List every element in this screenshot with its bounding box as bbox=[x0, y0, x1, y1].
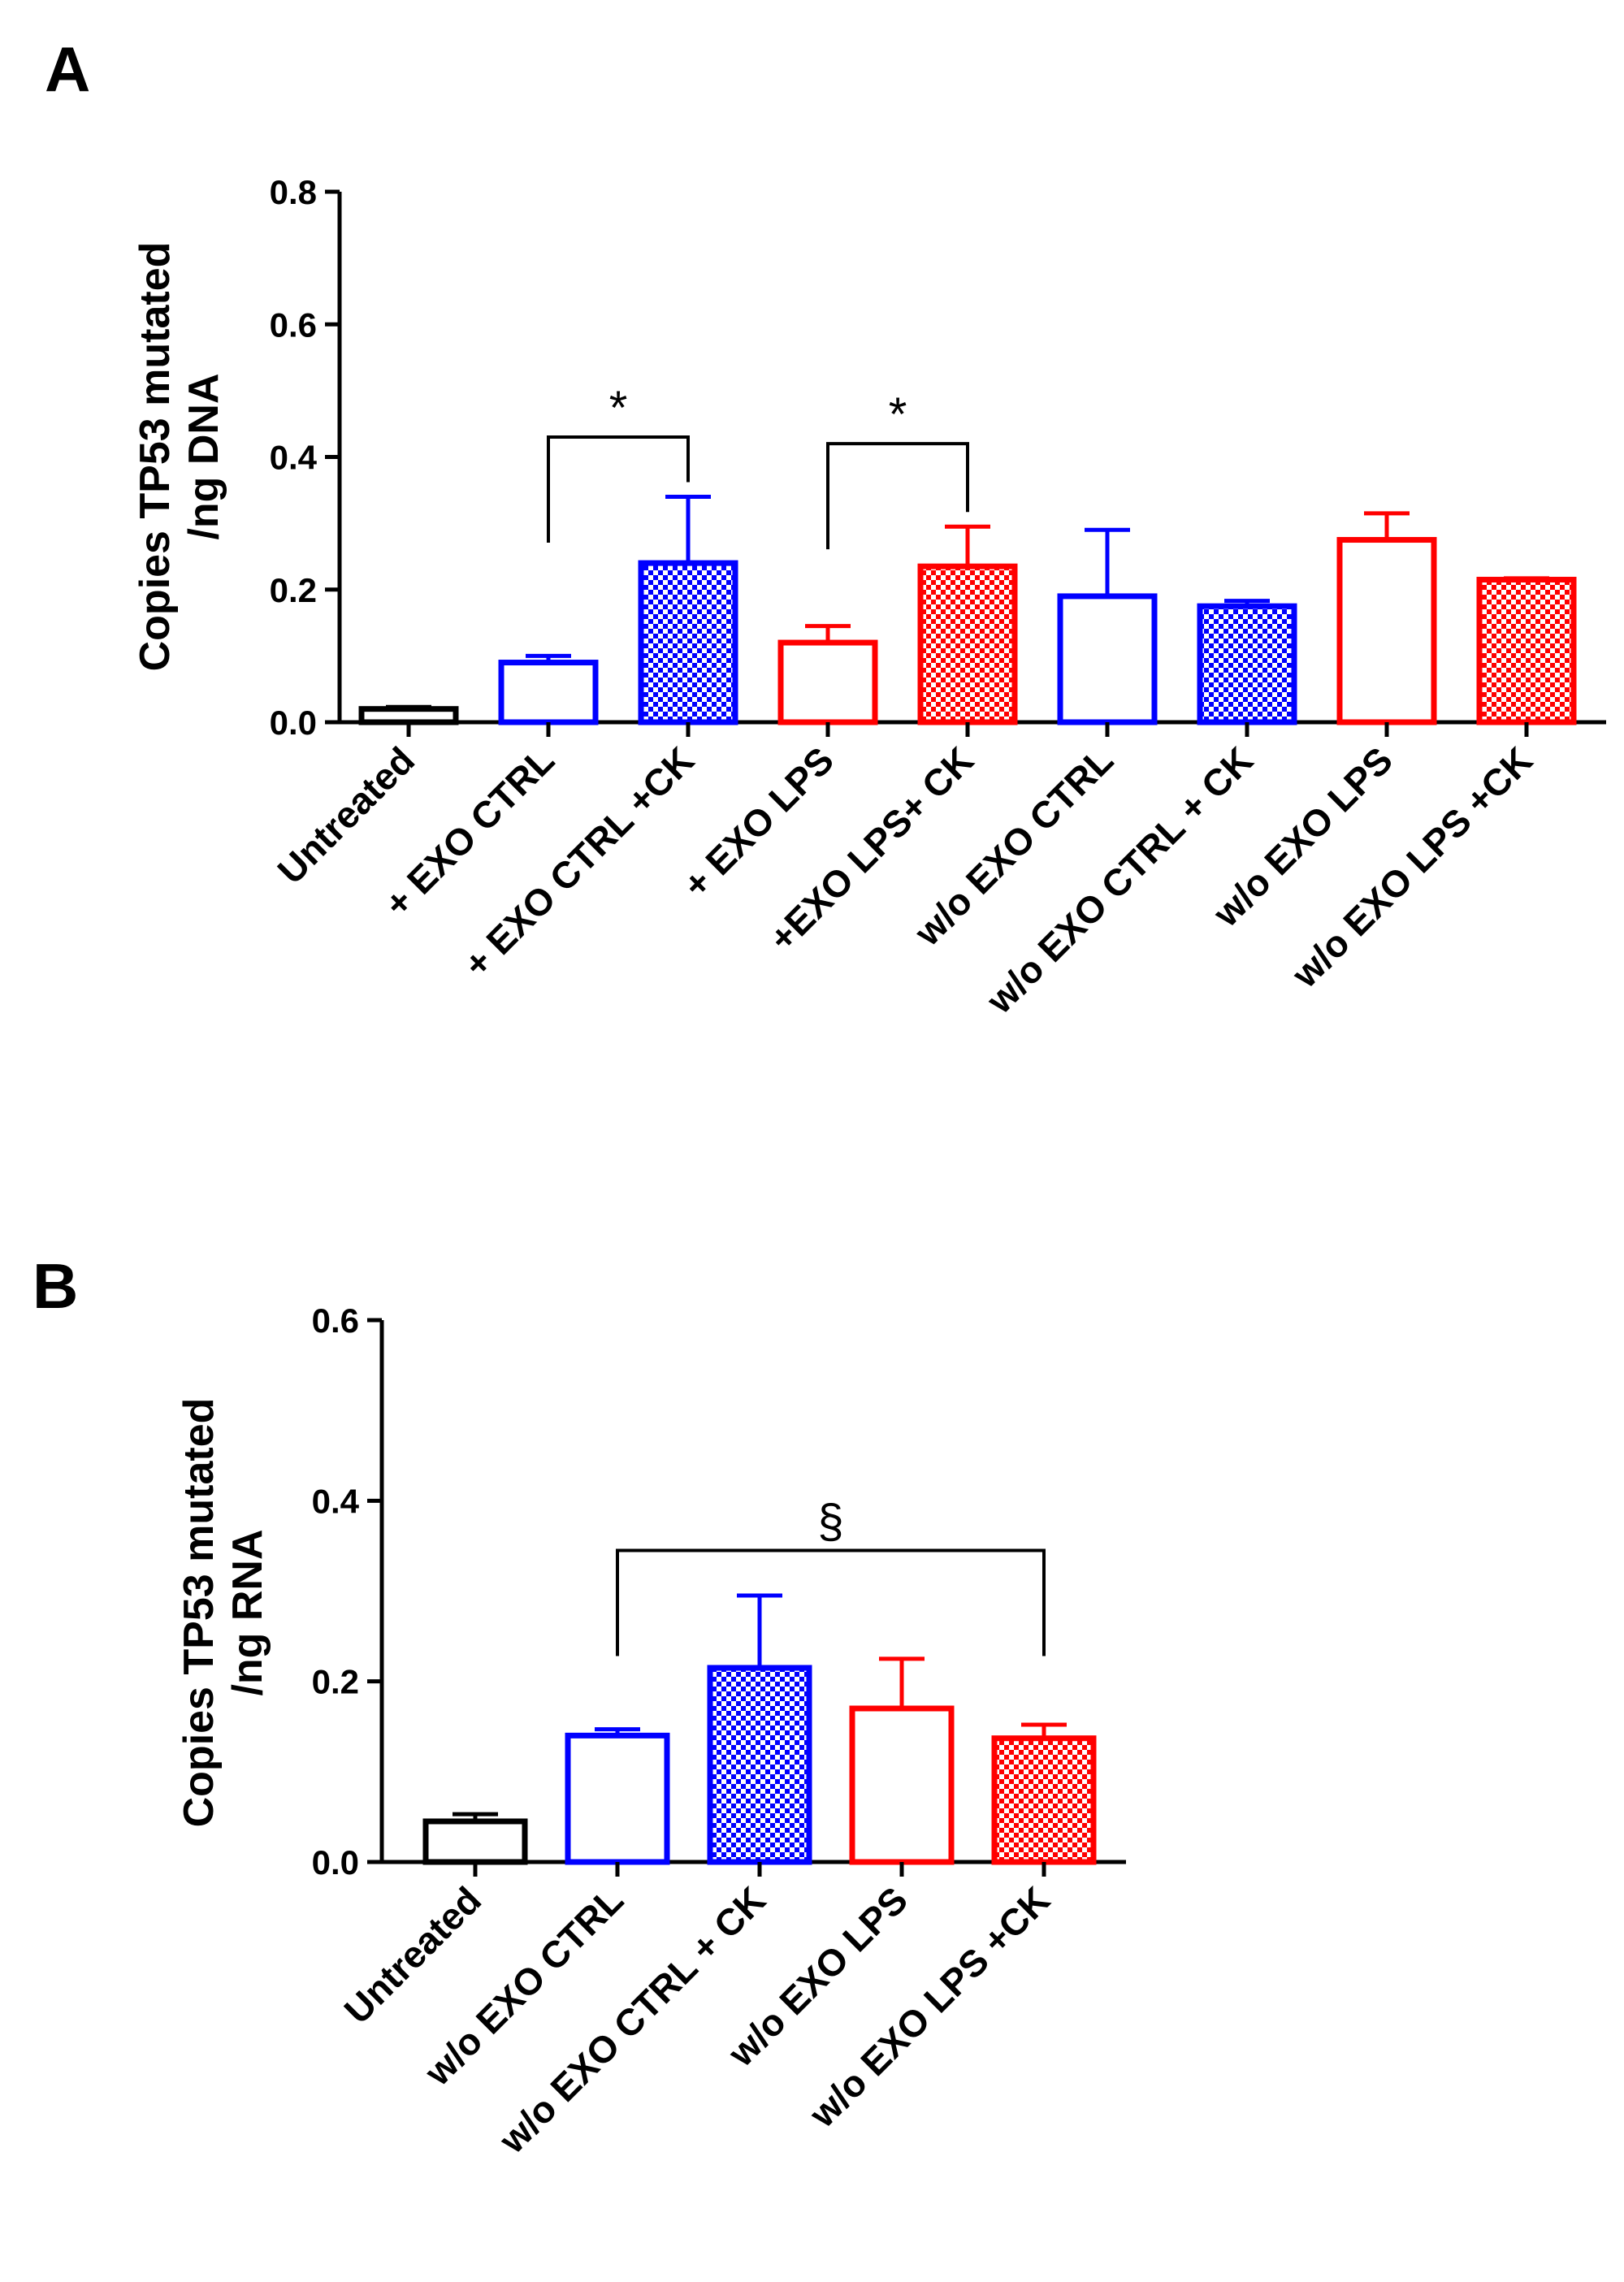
panel-a-significance-bracket bbox=[547, 435, 690, 543]
panel-a-ylabel-line1: Copies TP53 mutated bbox=[132, 242, 179, 672]
panel-a-letter: A bbox=[45, 33, 90, 105]
panel-b-bar bbox=[422, 1818, 528, 1865]
panel-a-bar bbox=[777, 639, 878, 725]
panel-a-xtick-label: + EXO CTRL +CK bbox=[455, 738, 702, 985]
panel-a-xtick-label: w/o EXO CTRL + CK bbox=[977, 738, 1261, 1022]
panel-a-ytick-label: 0.4 bbox=[270, 439, 318, 477]
panel-a-ytick-label: 0.6 bbox=[270, 305, 317, 344]
panel-b-ytick-label: 0.0 bbox=[312, 1843, 359, 1881]
panel-a-significance-bracket bbox=[826, 442, 969, 550]
panel-a-bar bbox=[1476, 577, 1577, 725]
panel-a-bar bbox=[1336, 537, 1437, 725]
panel-a-bar bbox=[638, 560, 738, 725]
panel-b-bar bbox=[849, 1705, 955, 1865]
panel-a-significance-label: * bbox=[609, 382, 628, 435]
panel-a-ytick-label: 0.8 bbox=[270, 173, 317, 211]
panel-a-xtick-label: w/o EXO LPS +CK bbox=[1283, 738, 1540, 996]
panel-a-bar bbox=[1057, 593, 1158, 725]
panel-a-bar bbox=[1197, 603, 1297, 725]
panel-b-xtick-label: w/o EXO CTRL + CK bbox=[490, 1878, 773, 2162]
panel-b-ytick-label: 0.4 bbox=[312, 1482, 360, 1520]
panel-a-ylabel-line2: /ng DNA bbox=[180, 373, 227, 539]
panel-b-xtick-label: w/o EXO LPS +CK bbox=[800, 1878, 1058, 2136]
panel-b-xtick-label: Untreated bbox=[336, 1878, 489, 2032]
panel-a-ytick-label: 0.0 bbox=[270, 704, 317, 742]
panel-b-ytick-label: 0.2 bbox=[312, 1663, 359, 1701]
panel-b-ylabel-line2: /ng RNA bbox=[224, 1529, 271, 1695]
panel-a-significance-label: * bbox=[889, 388, 907, 441]
panel-b-ylabel-line1: Copies TP53 mutated bbox=[175, 1398, 223, 1828]
panel-b-bar bbox=[565, 1732, 670, 1865]
panel-a-xtick-label: Untreated bbox=[269, 738, 422, 892]
panel-a-bar bbox=[917, 563, 1018, 725]
panel-a-ytick-label: 0.2 bbox=[270, 571, 317, 609]
panel-a-bar bbox=[358, 706, 459, 725]
panel-b-bar bbox=[707, 1665, 812, 1865]
panel-b-letter: B bbox=[32, 1250, 78, 1322]
panel-b-significance-bracket bbox=[616, 1548, 1046, 1656]
panel-a-bar bbox=[498, 660, 599, 725]
panel-b-ytick-label: 0.6 bbox=[312, 1301, 359, 1340]
panel-b-significance-label: § bbox=[817, 1495, 843, 1548]
panel-b-bar bbox=[991, 1735, 1097, 1865]
